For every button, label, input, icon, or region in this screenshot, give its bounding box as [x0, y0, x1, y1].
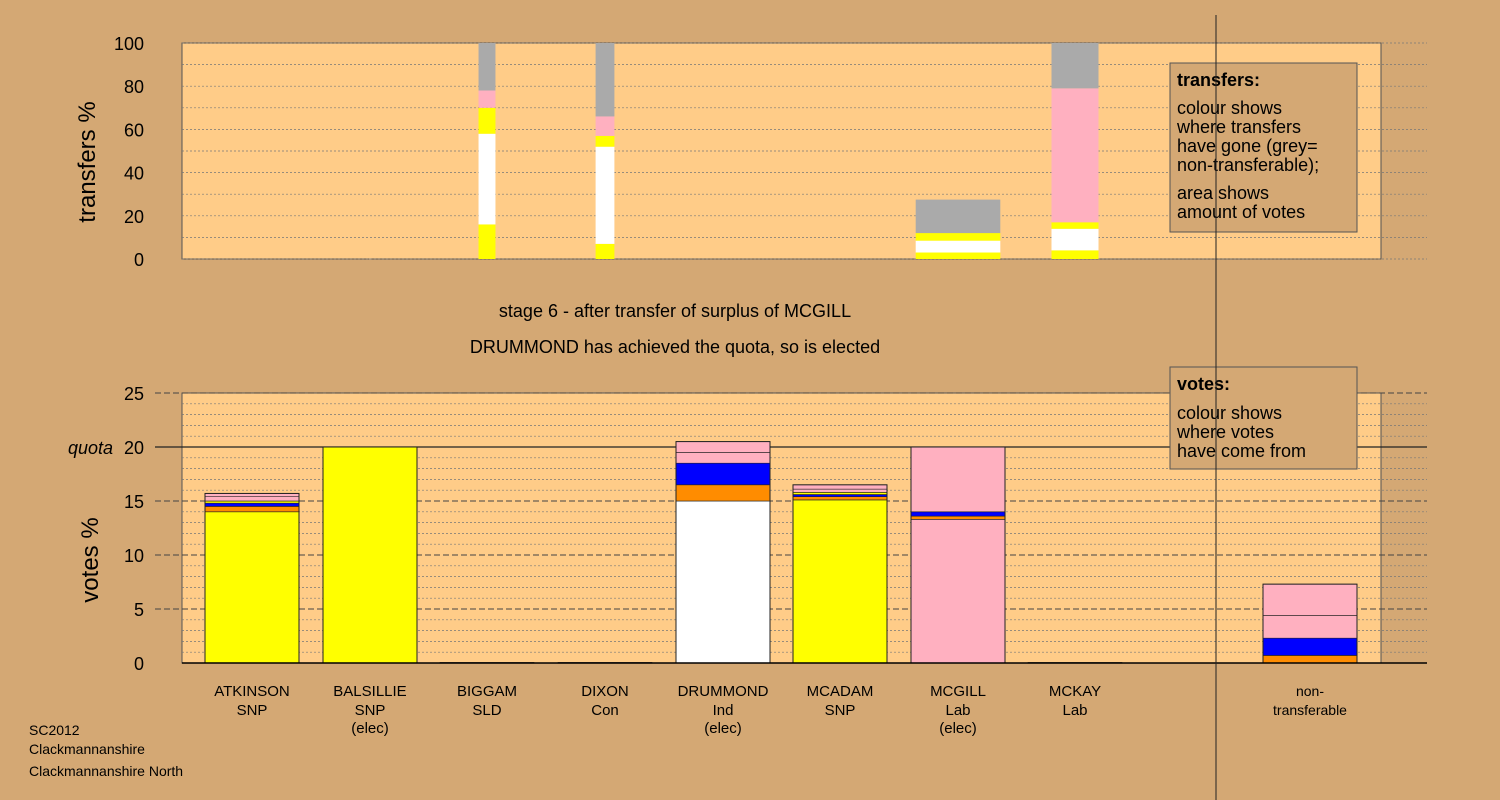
votes-bar-segment	[910, 519, 1006, 664]
candidate-name-label: ATKINSON	[214, 683, 290, 700]
votes-bar-segment	[910, 511, 1006, 517]
transfers-bar-segment	[1051, 222, 1099, 229]
votes-bar-segment	[675, 500, 771, 664]
votes-bar-segment	[792, 488, 888, 493]
transfers-y-tick-label: 80	[124, 77, 144, 97]
candidate-name-label: MCKAY	[1049, 683, 1101, 700]
transfers-bar-segment	[478, 90, 496, 108]
candidate-elected-label: (elec)	[939, 720, 977, 737]
transfers-bar-segment	[478, 107, 496, 134]
votes-bar-segment	[204, 506, 300, 513]
transfers-bar-segment	[478, 43, 496, 91]
transfers-bar-segment	[915, 233, 1001, 241]
transfers-y-axis-label: transfers %	[74, 101, 101, 222]
candidate-party-label: transferable	[1273, 702, 1347, 718]
transfers-bar-segment	[1051, 228, 1099, 251]
transfers-bar-segment	[595, 43, 615, 117]
votes-bar-segment	[675, 452, 771, 464]
transfers-bar-segment	[1051, 250, 1099, 259]
transfers-bar-segment	[1051, 88, 1099, 223]
candidate-elected-label: (elec)	[351, 720, 389, 737]
transfers-bar-segment	[595, 116, 615, 136]
stage-subtitle: DRUMMOND has achieved the quota, so is e…	[470, 337, 880, 357]
transfers-legend-line: area shows	[1177, 183, 1269, 203]
transfers-y-tick-label: 0	[134, 250, 144, 270]
votes-y-axis-label: votes %	[77, 517, 104, 602]
transfers-legend-title: transfers:	[1177, 70, 1260, 90]
footer-line: Clackmannanshire North	[29, 763, 183, 779]
votes-bar-segment	[322, 446, 418, 664]
votes-bar-segment	[792, 492, 888, 495]
transfers-bar-segment	[1051, 43, 1099, 89]
footer-line: SC2012	[29, 722, 80, 738]
transfers-bar-segment	[915, 252, 1001, 259]
votes-y-tick-label: 5	[134, 600, 144, 620]
transfers-legend-line: have gone (grey=	[1177, 136, 1318, 156]
candidate-party-label: Lab	[1062, 702, 1087, 719]
votes-bar-segment	[910, 446, 1006, 513]
transfers-legend: transfers: colour shows where transfers …	[1169, 62, 1358, 233]
candidate-name-label: non-	[1296, 683, 1324, 699]
candidate-name-label: MCADAM	[807, 683, 874, 700]
votes-bar-segment	[1262, 655, 1358, 664]
transfers-bar-segment	[595, 135, 615, 147]
stage-title: stage 6 - after transfer of surplus of M…	[499, 301, 851, 321]
votes-legend-title: votes:	[1177, 374, 1230, 394]
transfers-legend-line: non-transferable);	[1177, 155, 1319, 175]
transfers-bar-segment	[478, 133, 496, 225]
votes-legend-line: have come from	[1177, 441, 1306, 461]
transfers-legend-line: where transfers	[1176, 117, 1301, 137]
votes-legend: votes: colour shows where votes have com…	[1169, 366, 1358, 470]
candidate-party-label: SNP	[237, 702, 268, 719]
votes-bar-segment	[1262, 615, 1358, 639]
candidate-party-label: Lab	[945, 702, 970, 719]
transfers-bar-segment	[595, 146, 615, 244]
footer-line: Clackmannanshire	[29, 741, 145, 757]
votes-bar-segment	[792, 496, 888, 501]
quota-label: quota	[68, 438, 113, 458]
candidate-elected-label: (elec)	[704, 720, 742, 737]
votes-bar-segment	[204, 500, 300, 504]
votes-bar-segment	[675, 441, 771, 453]
votes-legend-line: colour shows	[1177, 403, 1282, 423]
votes-y-tick-label: 10	[124, 546, 144, 566]
votes-y-tick-label: 25	[124, 384, 144, 404]
transfers-bar-segment	[478, 224, 496, 259]
votes-bar-segment	[204, 496, 300, 502]
candidate-party-label: SLD	[472, 702, 501, 719]
votes-bar-segment	[792, 499, 888, 664]
votes-y-tick-label: 20	[124, 438, 144, 458]
transfers-y-tick-label: 40	[124, 164, 144, 184]
votes-bar-segment	[910, 515, 1006, 520]
candidate-name-label: MCGILL	[930, 683, 986, 700]
votes-bar-segment	[1262, 583, 1358, 616]
votes-y-tick-label: 0	[134, 654, 144, 674]
candidate-party-label: SNP	[355, 702, 386, 719]
candidate-name-label: DIXON	[581, 683, 629, 700]
transfers-y-tick-label: 100	[114, 34, 144, 54]
candidate-name-label: BALSILLIE	[333, 683, 406, 700]
votes-bar-segment	[675, 484, 771, 502]
votes-bar-segment	[1262, 637, 1358, 656]
candidate-name-label: DRUMMOND	[678, 683, 769, 700]
candidate-party-label: Con	[591, 702, 619, 719]
transfers-bar-segment	[595, 243, 615, 259]
candidate-name-label: BIGGAM	[457, 683, 517, 700]
transfers-bar-segment	[915, 240, 1001, 253]
transfers-y-tick-label: 60	[124, 120, 144, 140]
votes-bar-segment	[204, 511, 300, 664]
votes-bar-segment	[204, 502, 300, 507]
transfers-legend-line: amount of votes	[1177, 202, 1305, 222]
transfers-y-tick-label: 20	[124, 207, 144, 227]
candidate-party-label: SNP	[825, 702, 856, 719]
votes-y-tick-label: 15	[124, 492, 144, 512]
transfers-bar-segment	[915, 199, 1001, 234]
votes-bar-segment	[792, 494, 888, 497]
candidate-party-label: Ind	[713, 702, 734, 719]
votes-bar-segment	[675, 462, 771, 486]
votes-legend-line: where votes	[1176, 422, 1274, 442]
transfers-legend-line: colour shows	[1177, 98, 1282, 118]
votes-bar-segment	[792, 484, 888, 490]
